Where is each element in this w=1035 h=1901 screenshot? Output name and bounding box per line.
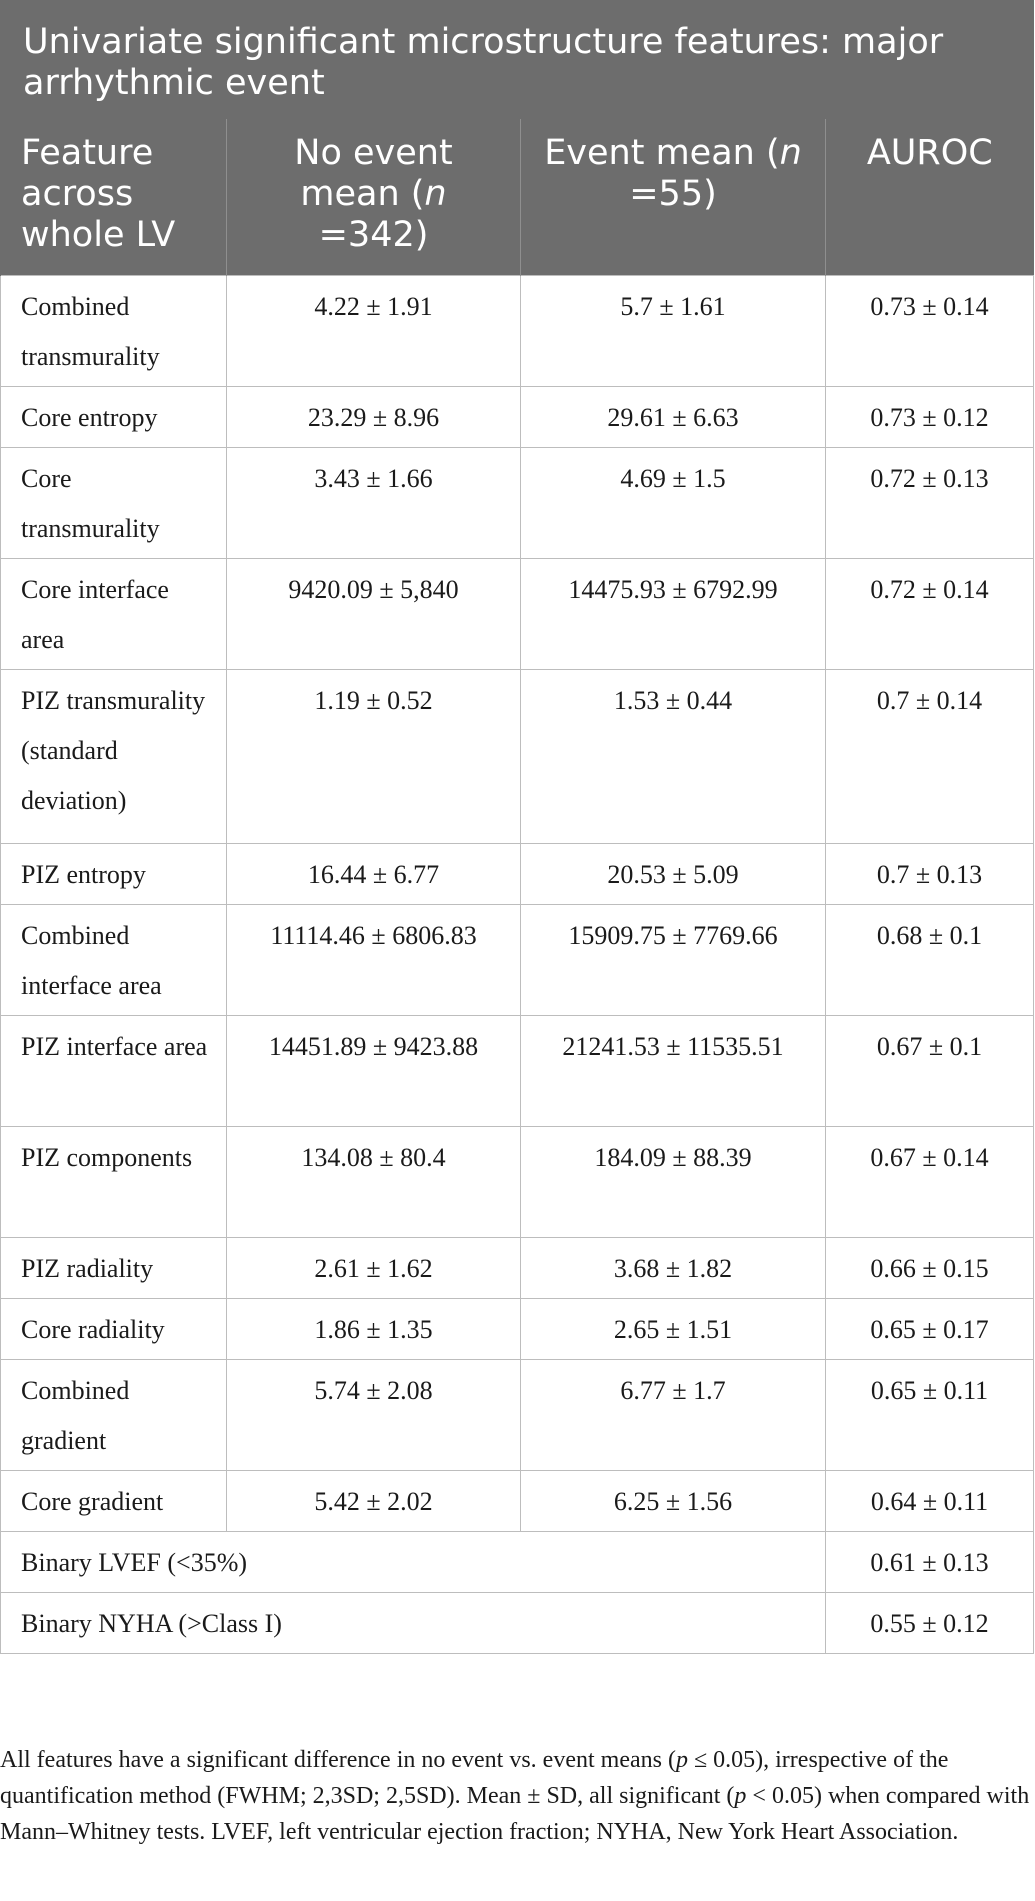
feature-cell: Core gradient — [0, 1470, 227, 1532]
auroc-cell: 0.67 ± 0.14 — [824, 1126, 1035, 1238]
feature-cell: Core transmurality — [0, 447, 227, 559]
table-body: Combined transmurality 4.22 ± 1.91 5.7 ± 1… — [0, 275, 1035, 1654]
event-cell: 21241.53 ± 11535.51 — [520, 1015, 826, 1127]
no-event-cell: 9420.09 ± 5,840 — [226, 558, 521, 670]
event-cell: 6.77 ± 1.7 — [520, 1359, 826, 1471]
table-row: Core interface area 9420.09 ± 5,840 14475.… — [0, 558, 1035, 670]
header-auroc: AUROC — [824, 118, 1034, 276]
header-event: Event mean (n =55) — [520, 118, 826, 276]
header-no-event: No event mean (n =342) — [226, 118, 521, 276]
event-cell: 29.61 ± 6.63 — [520, 386, 826, 448]
auroc-cell: 0.73 ± 0.14 — [824, 275, 1035, 387]
table-row: PIZ radiality 2.61 ± 1.62 3.68 ± 1.82 0.66 … — [0, 1237, 1035, 1299]
event-cell: 4.69 ± 1.5 — [520, 447, 826, 559]
no-event-cell: 11114.46 ± 6806.83 — [226, 904, 521, 1016]
table-row: PIZ interface area 14451.89 ± 9423.88 2124… — [0, 1015, 1035, 1127]
no-event-cell: 3.43 ± 1.66 — [226, 447, 521, 559]
no-event-cell: 134.08 ± 80.4 — [226, 1126, 521, 1238]
event-cell: 3.68 ± 1.82 — [520, 1237, 826, 1299]
feature-cell: Combined transmurality — [0, 275, 227, 387]
table-row: Core gradient 5.42 ± 2.02 6.25 ± 1.56 0.64 … — [0, 1470, 1035, 1532]
feature-cell: PIZ radiality — [0, 1237, 227, 1299]
feature-cell: Combined interface area — [0, 904, 227, 1016]
feature-cell: PIZ interface area — [0, 1015, 227, 1127]
feature-cell: Core entropy — [0, 386, 227, 448]
auroc-cell: 0.65 ± 0.11 — [824, 1359, 1035, 1471]
binary-feature-cell: Binary NYHA (>Class I) — [0, 1592, 826, 1654]
auroc-cell: 0.72 ± 0.14 — [824, 558, 1035, 670]
table-row: Core radiality 1.86 ± 1.35 2.65 ± 1.51 0.65… — [0, 1298, 1035, 1360]
table-caption-row: Univariate significant microstructure fe… — [0, 0, 1035, 119]
no-event-cell: 23.29 ± 8.96 — [226, 386, 521, 448]
table-footnote: All features have a significant differen… — [0, 1747, 1030, 1845]
feature-cell: Core interface area — [0, 558, 227, 670]
event-cell: 184.09 ± 88.39 — [520, 1126, 826, 1238]
binary-feature-cell: Binary LVEF (<35%) — [0, 1531, 826, 1593]
auroc-cell: 0.7 ± 0.13 — [824, 843, 1035, 905]
table-header-row: Feature across whole LV No event mean (n… — [0, 118, 1034, 276]
event-cell: 5.7 ± 1.61 — [520, 275, 826, 387]
results-table: Univariate significant microstructure fe… — [0, 0, 1035, 1654]
document: Univariate significant microstructure fe… — [0, 0, 1035, 1845]
auroc-cell: 0.72 ± 0.13 — [824, 447, 1035, 559]
event-cell: 2.65 ± 1.51 — [520, 1298, 826, 1360]
table-row: Combined interface area 11114.46 ± 6806.8… — [0, 904, 1035, 1016]
feature-cell: Combined gradient — [0, 1359, 227, 1471]
table-row: Core transmurality 3.43 ± 1.66 4.69 ± 1.5 0… — [0, 447, 1035, 559]
auroc-cell: 0.73 ± 0.12 — [824, 386, 1035, 448]
auroc-cell: 0.61 ± 0.13 — [824, 1531, 1035, 1593]
no-event-cell: 5.42 ± 2.02 — [226, 1470, 521, 1532]
table-row: PIZ entropy 16.44 ± 6.77 20.53 ± 5.09 0.7 ±… — [0, 843, 1035, 905]
table-row-binary: Binary LVEF (<35%) 0.61 ± 0.13 — [0, 1531, 1035, 1593]
auroc-cell: 0.68 ± 0.1 — [824, 904, 1035, 1016]
no-event-cell: 14451.89 ± 9423.88 — [226, 1015, 521, 1127]
no-event-cell: 16.44 ± 6.77 — [226, 843, 521, 905]
table-row: PIZ components 134.08 ± 80.4 184.09 ± 88.3… — [0, 1126, 1035, 1238]
no-event-cell: 1.19 ± 0.52 — [226, 669, 521, 844]
table-title: Univariate significant microstructure fe… — [0, 0, 1035, 119]
event-cell: 1.53 ± 0.44 — [520, 669, 826, 844]
no-event-cell: 1.86 ± 1.35 — [226, 1298, 521, 1360]
table-row: Combined gradient 5.74 ± 2.08 6.77 ± 1.7 0.… — [0, 1359, 1035, 1471]
feature-cell: PIZ components — [0, 1126, 227, 1238]
table-row-binary: Binary NYHA (>Class I) 0.55 ± 0.12 — [0, 1592, 1035, 1654]
event-cell: 15909.75 ± 7769.66 — [520, 904, 826, 1016]
feature-cell: Core radiality — [0, 1298, 227, 1360]
table-row: PIZ transmurality (standard deviation) 1.… — [0, 669, 1035, 844]
event-cell: 20.53 ± 5.09 — [520, 843, 826, 905]
no-event-cell: 2.61 ± 1.62 — [226, 1237, 521, 1299]
auroc-cell: 0.65 ± 0.17 — [824, 1298, 1035, 1360]
no-event-cell: 4.22 ± 1.91 — [226, 275, 521, 387]
feature-cell: PIZ transmurality (standard deviation) — [0, 669, 227, 844]
auroc-cell: 0.55 ± 0.12 — [824, 1592, 1035, 1654]
event-cell: 6.25 ± 1.56 — [520, 1470, 826, 1532]
table-row: Combined transmurality 4.22 ± 1.91 5.7 ± 1… — [0, 275, 1035, 387]
auroc-cell: 0.66 ± 0.15 — [824, 1237, 1035, 1299]
header-feature: Feature across whole LV — [0, 118, 227, 276]
event-cell: 14475.93 ± 6792.99 — [520, 558, 826, 670]
table-row: Core entropy 23.29 ± 8.96 29.61 ± 6.63 0.73… — [0, 386, 1035, 448]
auroc-cell: 0.67 ± 0.1 — [824, 1015, 1035, 1127]
auroc-cell: 0.7 ± 0.14 — [824, 669, 1035, 844]
no-event-cell: 5.74 ± 2.08 — [226, 1359, 521, 1471]
feature-cell: PIZ entropy — [0, 843, 227, 905]
auroc-cell: 0.64 ± 0.11 — [824, 1470, 1035, 1532]
